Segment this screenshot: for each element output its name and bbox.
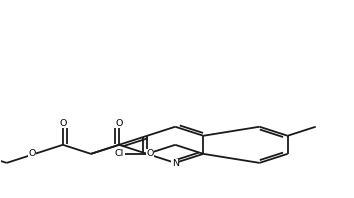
Text: O: O <box>28 149 36 158</box>
Text: N: N <box>172 159 179 168</box>
Text: O: O <box>115 119 123 128</box>
Text: Cl: Cl <box>115 149 124 158</box>
Text: O: O <box>146 149 154 158</box>
Text: O: O <box>59 119 67 128</box>
